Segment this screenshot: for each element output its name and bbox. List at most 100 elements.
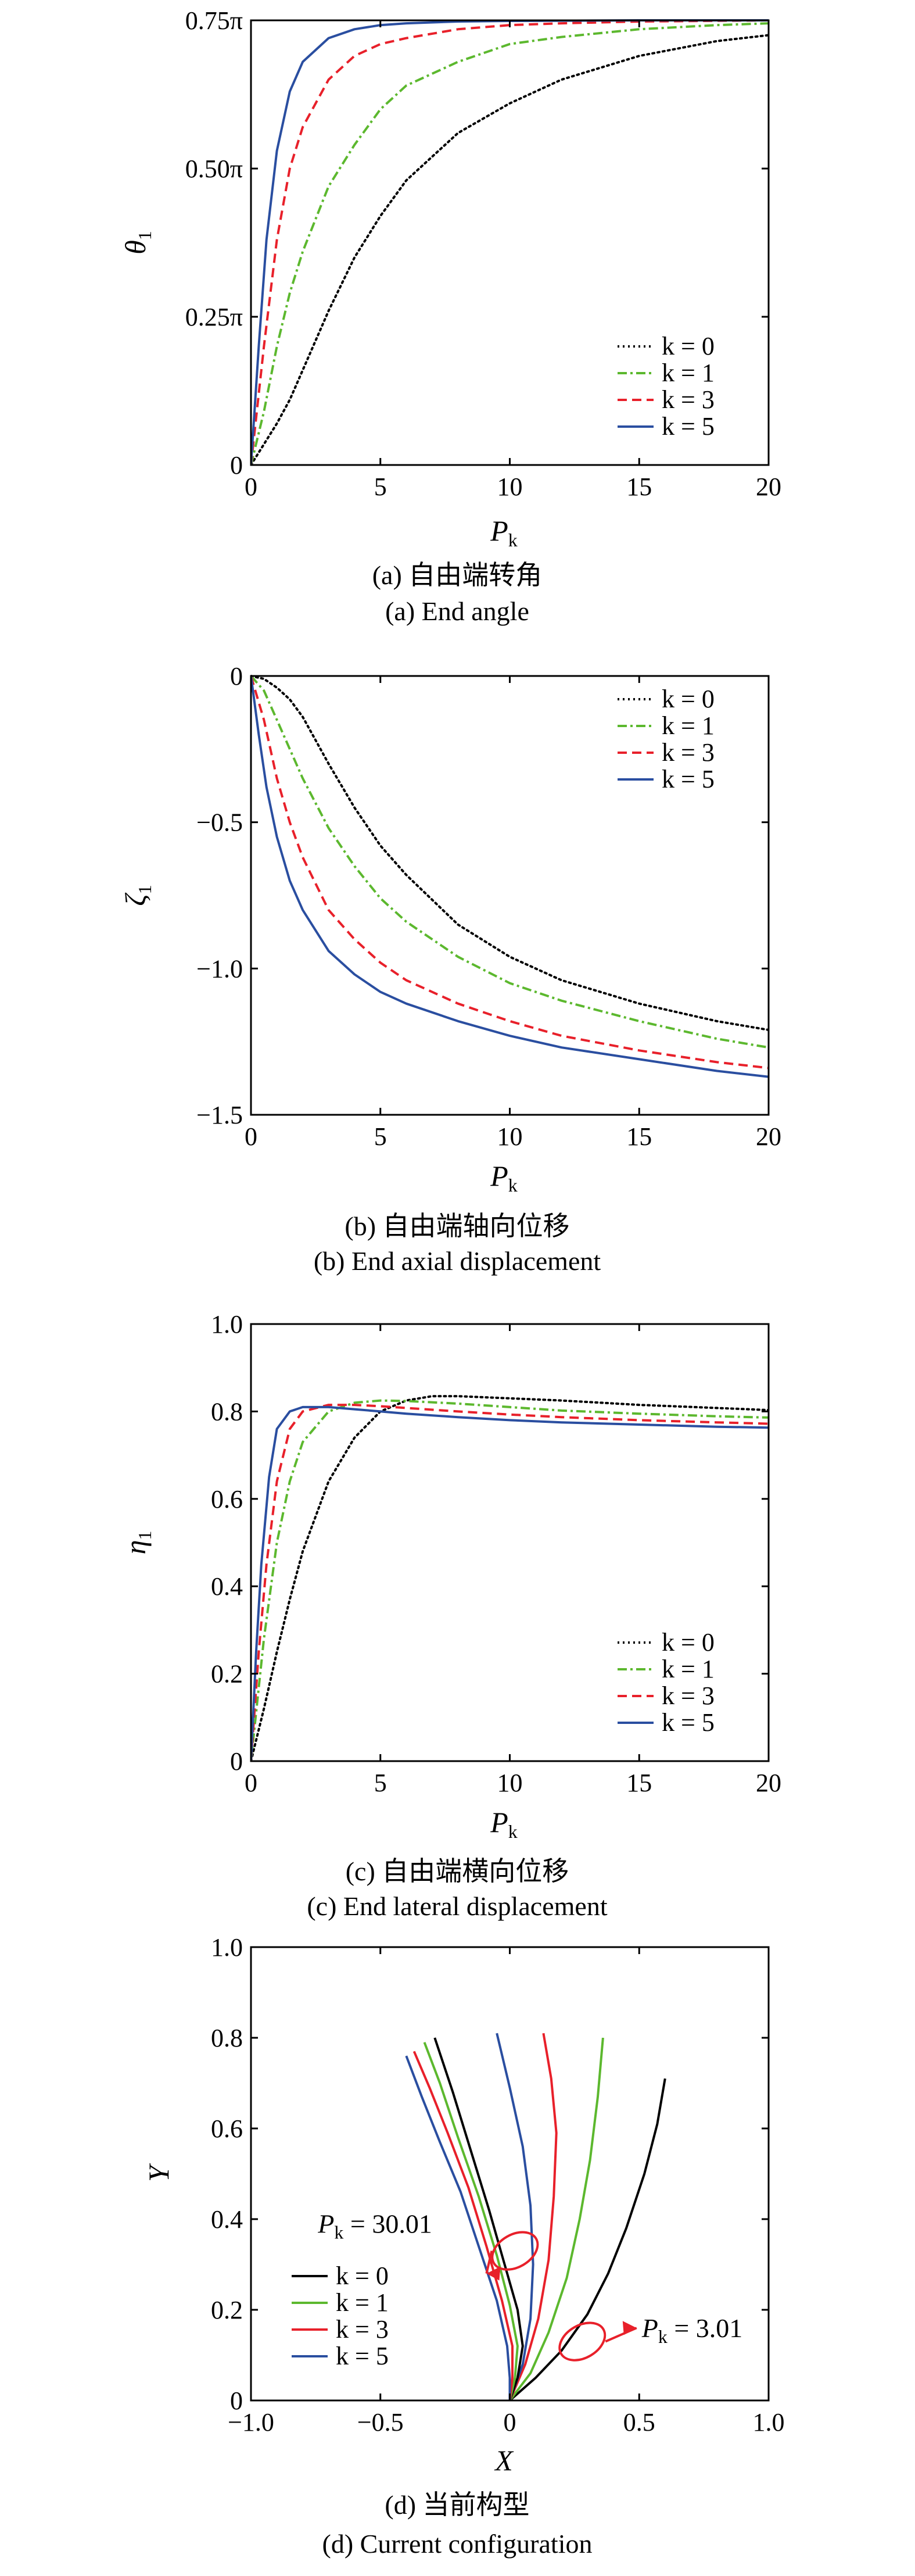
x-axis-title: Pk (490, 514, 518, 550)
annotation-subscript: k (334, 2221, 343, 2242)
series-line-k0-Pk3001 (433, 2037, 524, 2400)
series-line-k0 (251, 675, 769, 1031)
y-tick-label: −0.5 (196, 808, 243, 837)
annotation-arrow-line (485, 2251, 493, 2274)
y-tick-label: 0.8 (211, 1397, 243, 1426)
y-tick-label: 0.6 (211, 2115, 243, 2143)
annotation-arrow-head (486, 2266, 501, 2281)
x-tick-label: 5 (374, 473, 387, 501)
x-tick-label: 15 (626, 473, 652, 501)
legend-label: k = 5 (336, 2342, 389, 2370)
series-group (405, 2033, 666, 2400)
y-axis-title-subscript: 1 (134, 231, 155, 240)
caption-chinese: (b) 自由端轴向位移 (345, 1211, 569, 1241)
x-tick-label: 0.5 (623, 2408, 655, 2437)
x-axis-title-subscript: k (508, 1175, 518, 1196)
y-axis-title: θ1 (119, 231, 155, 255)
series-line-k3-Pk3001 (412, 2051, 514, 2400)
annotation-symbol: P (317, 2209, 334, 2238)
x-axis-title: Pk (490, 1160, 518, 1196)
legend-label: k = 1 (336, 2288, 389, 2317)
series-line-k0 (251, 34, 769, 465)
y-tick-label: 0.50π (185, 155, 243, 183)
annotation-1: Pk = 3.01 (558, 2313, 743, 2362)
caption-english: (b) End axial displacement (314, 1246, 601, 1276)
x-tick-label: −0.5 (357, 2408, 404, 2437)
y-tick-label: 0 (230, 1747, 243, 1776)
x-tick-label: 20 (756, 473, 781, 501)
y-tick-label: −1.0 (196, 954, 243, 983)
x-tick-label: 15 (626, 1122, 652, 1151)
legend: k = 0k = 1k = 3k = 5 (618, 685, 715, 793)
y-axis-title: η1 (119, 1531, 155, 1555)
x-tick-label: 15 (626, 1769, 652, 1797)
x-tick-label: 10 (497, 1122, 523, 1151)
x-tick-label: 0 (245, 1769, 257, 1797)
y-tick-label: 0.4 (211, 2205, 243, 2234)
x-tick-label: −1.0 (228, 2408, 274, 2437)
caption-english: (c) End lateral displacement (307, 1891, 607, 1921)
legend-label: k = 1 (662, 359, 715, 387)
x-axis-title-main: P (490, 1160, 508, 1192)
legend-label: k = 5 (662, 765, 715, 793)
legend: k = 0k = 1k = 3k = 5 (292, 2262, 389, 2370)
x-tick-label: 10 (497, 1769, 523, 1797)
x-tick-label: 1.0 (753, 2408, 785, 2437)
y-axis-title-subscript: 1 (134, 1531, 155, 1540)
y-tick-label: 0.25π (185, 303, 243, 331)
x-axis-title-main: P (490, 514, 508, 547)
series-line-k3 (251, 19, 769, 465)
y-tick-label: 0.6 (211, 1485, 243, 1514)
y-tick-label: 0 (230, 2387, 243, 2415)
annotation-arrow-head (622, 2321, 637, 2335)
y-axis-title-main: η (119, 1540, 152, 1555)
x-tick-label: 5 (374, 1769, 387, 1797)
series-line-k1-Pk301 (508, 2037, 604, 2400)
y-tick-label: 0.8 (211, 2024, 243, 2052)
y-tick-label: 0 (230, 451, 243, 480)
series-line-k1-Pk3001 (423, 2042, 519, 2400)
series-line-k0-Pk301 (509, 2078, 666, 2400)
series-line-k3-Pk301 (508, 2033, 558, 2400)
legend-label: k = 3 (336, 2315, 389, 2344)
y-tick-label: 0.2 (211, 2296, 243, 2324)
series-line-k1 (251, 1399, 769, 1761)
x-tick-label: 10 (497, 473, 523, 501)
series-line-k5 (251, 1405, 769, 1761)
y-axis-title-main: ζ (119, 892, 152, 906)
x-axis-title-subscript: k (508, 1821, 518, 1842)
series-line-k0 (251, 1395, 769, 1761)
y-axis-title: ζ1 (119, 885, 155, 906)
caption-chinese: (a) 自由端转角 (372, 560, 543, 590)
x-axis-title-main: X (494, 2444, 514, 2477)
legend-label: k = 5 (662, 412, 715, 441)
caption-english: (a) End angle (385, 596, 529, 626)
x-axis-title: X (494, 2444, 514, 2477)
series-line-k5 (251, 675, 769, 1078)
legend: k = 0k = 1k = 3k = 5 (618, 1628, 715, 1737)
legend-label: k = 5 (662, 1708, 715, 1737)
legend-label: k = 0 (662, 685, 715, 713)
caption-chinese: (c) 自由端横向位移 (346, 1856, 569, 1886)
legend: k = 0k = 1k = 3k = 5 (618, 332, 715, 441)
x-axis-title: Pk (490, 1806, 518, 1842)
annotation-label: Pk = 3.01 (641, 2313, 743, 2347)
annotation-label: Pk = 30.01 (317, 2209, 432, 2242)
annotation-subscript: k (658, 2326, 668, 2347)
annotation-value: = 30.01 (343, 2209, 432, 2238)
x-tick-label: 0 (245, 1122, 257, 1151)
annotation-ellipse (491, 2231, 539, 2271)
y-tick-label: 0.75π (185, 6, 243, 35)
chart-panel-b: 0 5 10 15 20 0 −0.5 −1.0 −1.5 Pk ζ1 k = 0k = 1k = 3… (119, 662, 781, 1276)
annotation-0: Pk = 30.01 (317, 2209, 539, 2281)
y-tick-label: 0.4 (211, 1572, 243, 1601)
series-group (251, 1395, 769, 1761)
annotation-ellipse (558, 2321, 607, 2362)
series-line-k3 (251, 1404, 769, 1761)
legend-label: k = 3 (662, 1681, 715, 1710)
x-axis-title-subscript: k (508, 529, 518, 550)
legend-label: k = 1 (662, 1655, 715, 1683)
